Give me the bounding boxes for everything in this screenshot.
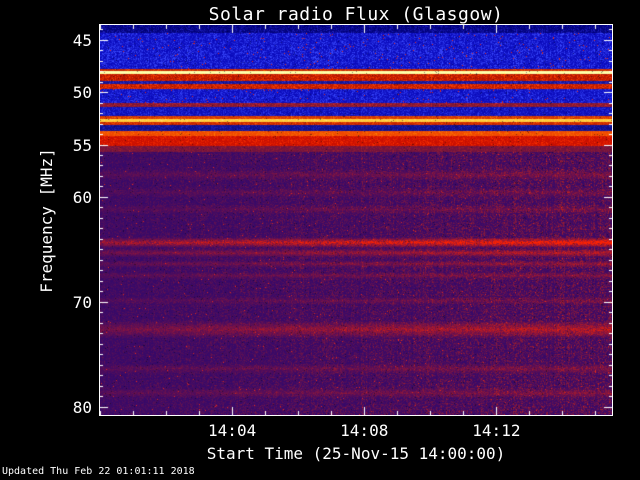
y-tick-label: 45 <box>72 30 92 50</box>
plot-area <box>99 24 613 416</box>
y-tick-label: 60 <box>72 187 92 207</box>
plot-title: Solar radio Flux (Glasgow) <box>208 4 504 25</box>
x-tick-label: 14:08 <box>340 421 389 440</box>
y-tick-label: 70 <box>72 292 92 312</box>
x-tick-label: 14:04 <box>208 421 257 440</box>
x-tick-label: 14:12 <box>472 421 521 440</box>
x-axis-label: Start Time (25-Nov-15 14:00:00) <box>206 444 506 463</box>
spectrogram-canvas <box>100 25 612 415</box>
y-tick-label: 50 <box>72 83 92 103</box>
y-tick-label: 55 <box>72 135 92 155</box>
updated-timestamp: Updated Thu Feb 22 01:01:11 2018 <box>2 466 195 477</box>
y-axis-label: Frequency [MHz] <box>36 147 56 293</box>
y-tick-label: 80 <box>72 397 92 417</box>
